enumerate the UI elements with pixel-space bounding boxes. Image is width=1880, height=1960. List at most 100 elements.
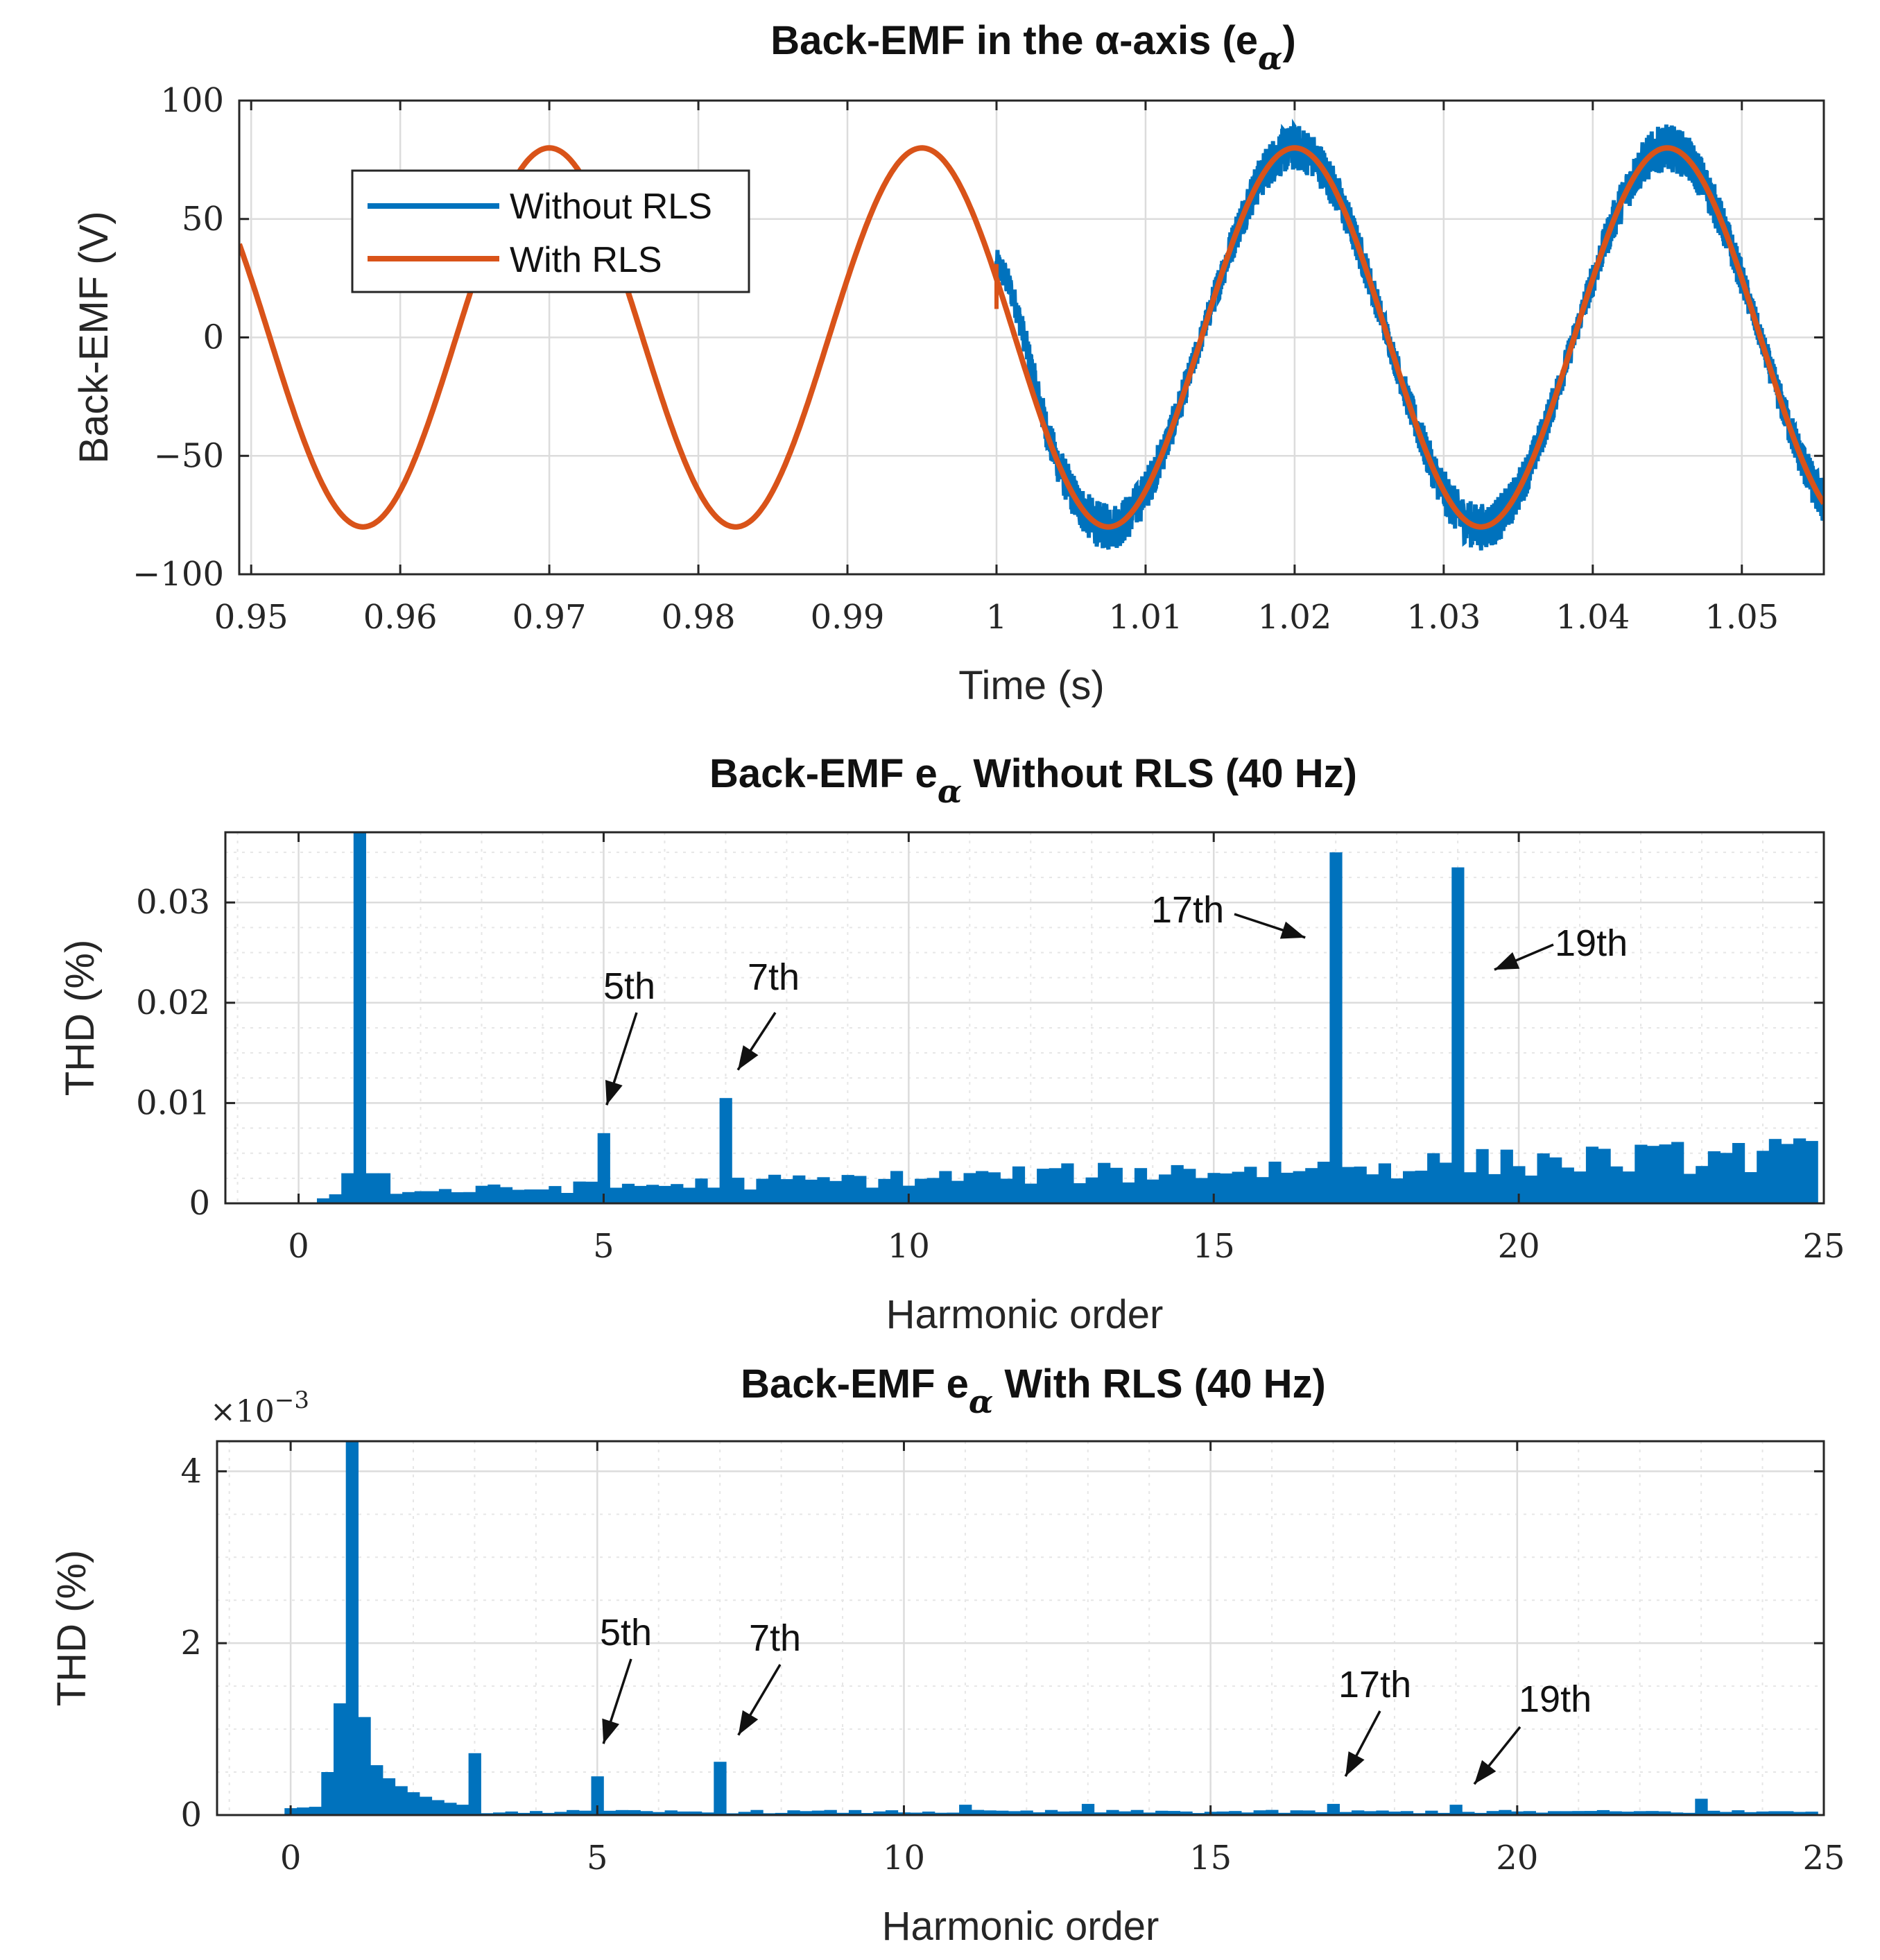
bar	[787, 1810, 800, 1815]
bar	[1277, 1812, 1291, 1815]
bar	[1073, 1183, 1087, 1203]
bar	[463, 1192, 476, 1203]
bar	[1549, 1157, 1562, 1203]
bar	[701, 1812, 714, 1815]
bar	[1659, 1144, 1672, 1203]
bar	[682, 1187, 696, 1203]
y-tick-label: −100	[132, 555, 224, 594]
bar	[1561, 1167, 1574, 1203]
bar	[1378, 1163, 1391, 1203]
bar	[475, 1185, 488, 1203]
bar	[358, 1717, 371, 1815]
bar	[793, 1175, 806, 1203]
bar	[1695, 1798, 1708, 1815]
bar	[1768, 1139, 1782, 1203]
y-tick-label: 50	[182, 200, 224, 239]
bar	[1180, 1811, 1193, 1815]
bar	[1366, 1174, 1379, 1203]
bar	[939, 1171, 952, 1203]
bar	[634, 1185, 647, 1203]
bar	[426, 1191, 440, 1203]
bar	[1085, 1177, 1098, 1203]
bar	[1342, 1167, 1355, 1203]
bar	[1143, 1812, 1156, 1815]
annotation-arrow-head	[738, 1710, 759, 1735]
x-tick-label: 10	[888, 1227, 930, 1266]
bar	[926, 1178, 940, 1203]
bar	[829, 1180, 843, 1203]
x-tick-label: 15	[1189, 1839, 1232, 1877]
bar	[865, 1187, 879, 1203]
bar	[597, 1133, 610, 1203]
bar	[1171, 1164, 1184, 1203]
bar	[885, 1810, 899, 1815]
bar	[1012, 1166, 1026, 1203]
bar	[444, 1803, 457, 1815]
bar	[456, 1805, 469, 1815]
y-axis-label: Back-EMF (V)	[71, 211, 117, 463]
bar	[775, 1812, 788, 1815]
bar	[1781, 1811, 1794, 1815]
bar	[451, 1192, 464, 1203]
bar	[1293, 1171, 1306, 1203]
bar	[1403, 1171, 1416, 1203]
bar	[610, 1187, 623, 1203]
bar	[530, 1811, 543, 1815]
bar	[1523, 1811, 1536, 1815]
annotation-7th: 7th	[749, 1617, 801, 1659]
bar	[573, 1181, 586, 1203]
bar	[1524, 1176, 1538, 1203]
legend-label-with-rls: With RLS	[510, 240, 662, 280]
bar	[811, 1810, 825, 1815]
bar	[1220, 1173, 1233, 1203]
y-axis-label: THD (%)	[58, 940, 103, 1097]
bar	[603, 1810, 616, 1815]
annotations-3: 5th 7th 17th 19th	[600, 1612, 1592, 1785]
bar	[1451, 867, 1465, 1203]
bar	[1499, 1809, 1512, 1815]
bar	[1167, 1811, 1180, 1815]
annotation-arrow-head	[602, 1718, 620, 1744]
bar	[1732, 1810, 1745, 1815]
annotation-arrow-head	[605, 1079, 623, 1106]
grid-3	[217, 1441, 1825, 1816]
chart-title-main: Back-EMF in the α-axis (e	[770, 18, 1258, 63]
bar	[1610, 1166, 1623, 1203]
bar	[578, 1810, 592, 1815]
bar	[1354, 1167, 1367, 1203]
bar	[689, 1811, 702, 1815]
bar	[1315, 1812, 1328, 1815]
bar	[1049, 1168, 1062, 1203]
bar	[1094, 1812, 1107, 1815]
bar	[890, 1171, 904, 1203]
bar	[1696, 1166, 1709, 1203]
x-tick-label: 0.98	[662, 598, 736, 637]
annotation-arrow-head	[1494, 952, 1520, 970]
bar	[493, 1812, 506, 1815]
bar	[1537, 1153, 1550, 1203]
bar	[841, 1175, 854, 1203]
bar	[1449, 1805, 1463, 1815]
bar	[922, 1812, 935, 1815]
legend-label-without-rls: Without RLS	[510, 187, 712, 227]
bar	[1598, 1149, 1611, 1203]
bar	[915, 1178, 928, 1203]
bar	[615, 1809, 629, 1815]
annotation-19th: 19th	[1555, 922, 1628, 964]
chart-title-main: Back-EMF e	[741, 1361, 969, 1407]
bar	[1462, 1812, 1475, 1815]
bar	[390, 1194, 403, 1203]
bar	[1476, 1149, 1489, 1203]
bar	[671, 1184, 684, 1203]
bar	[1671, 1142, 1684, 1203]
bar	[1281, 1172, 1294, 1203]
bar	[499, 1187, 513, 1203]
bar	[1155, 1810, 1168, 1815]
bar	[780, 1179, 793, 1203]
chart-title-2: Back-EMF eα Without RLS (40 Hz)	[709, 751, 1357, 810]
y-tick-label: 2	[180, 1624, 202, 1662]
bar	[1317, 1162, 1330, 1203]
x-tick-label: 1.05	[1705, 598, 1779, 637]
axes-box	[224, 831, 1825, 1205]
